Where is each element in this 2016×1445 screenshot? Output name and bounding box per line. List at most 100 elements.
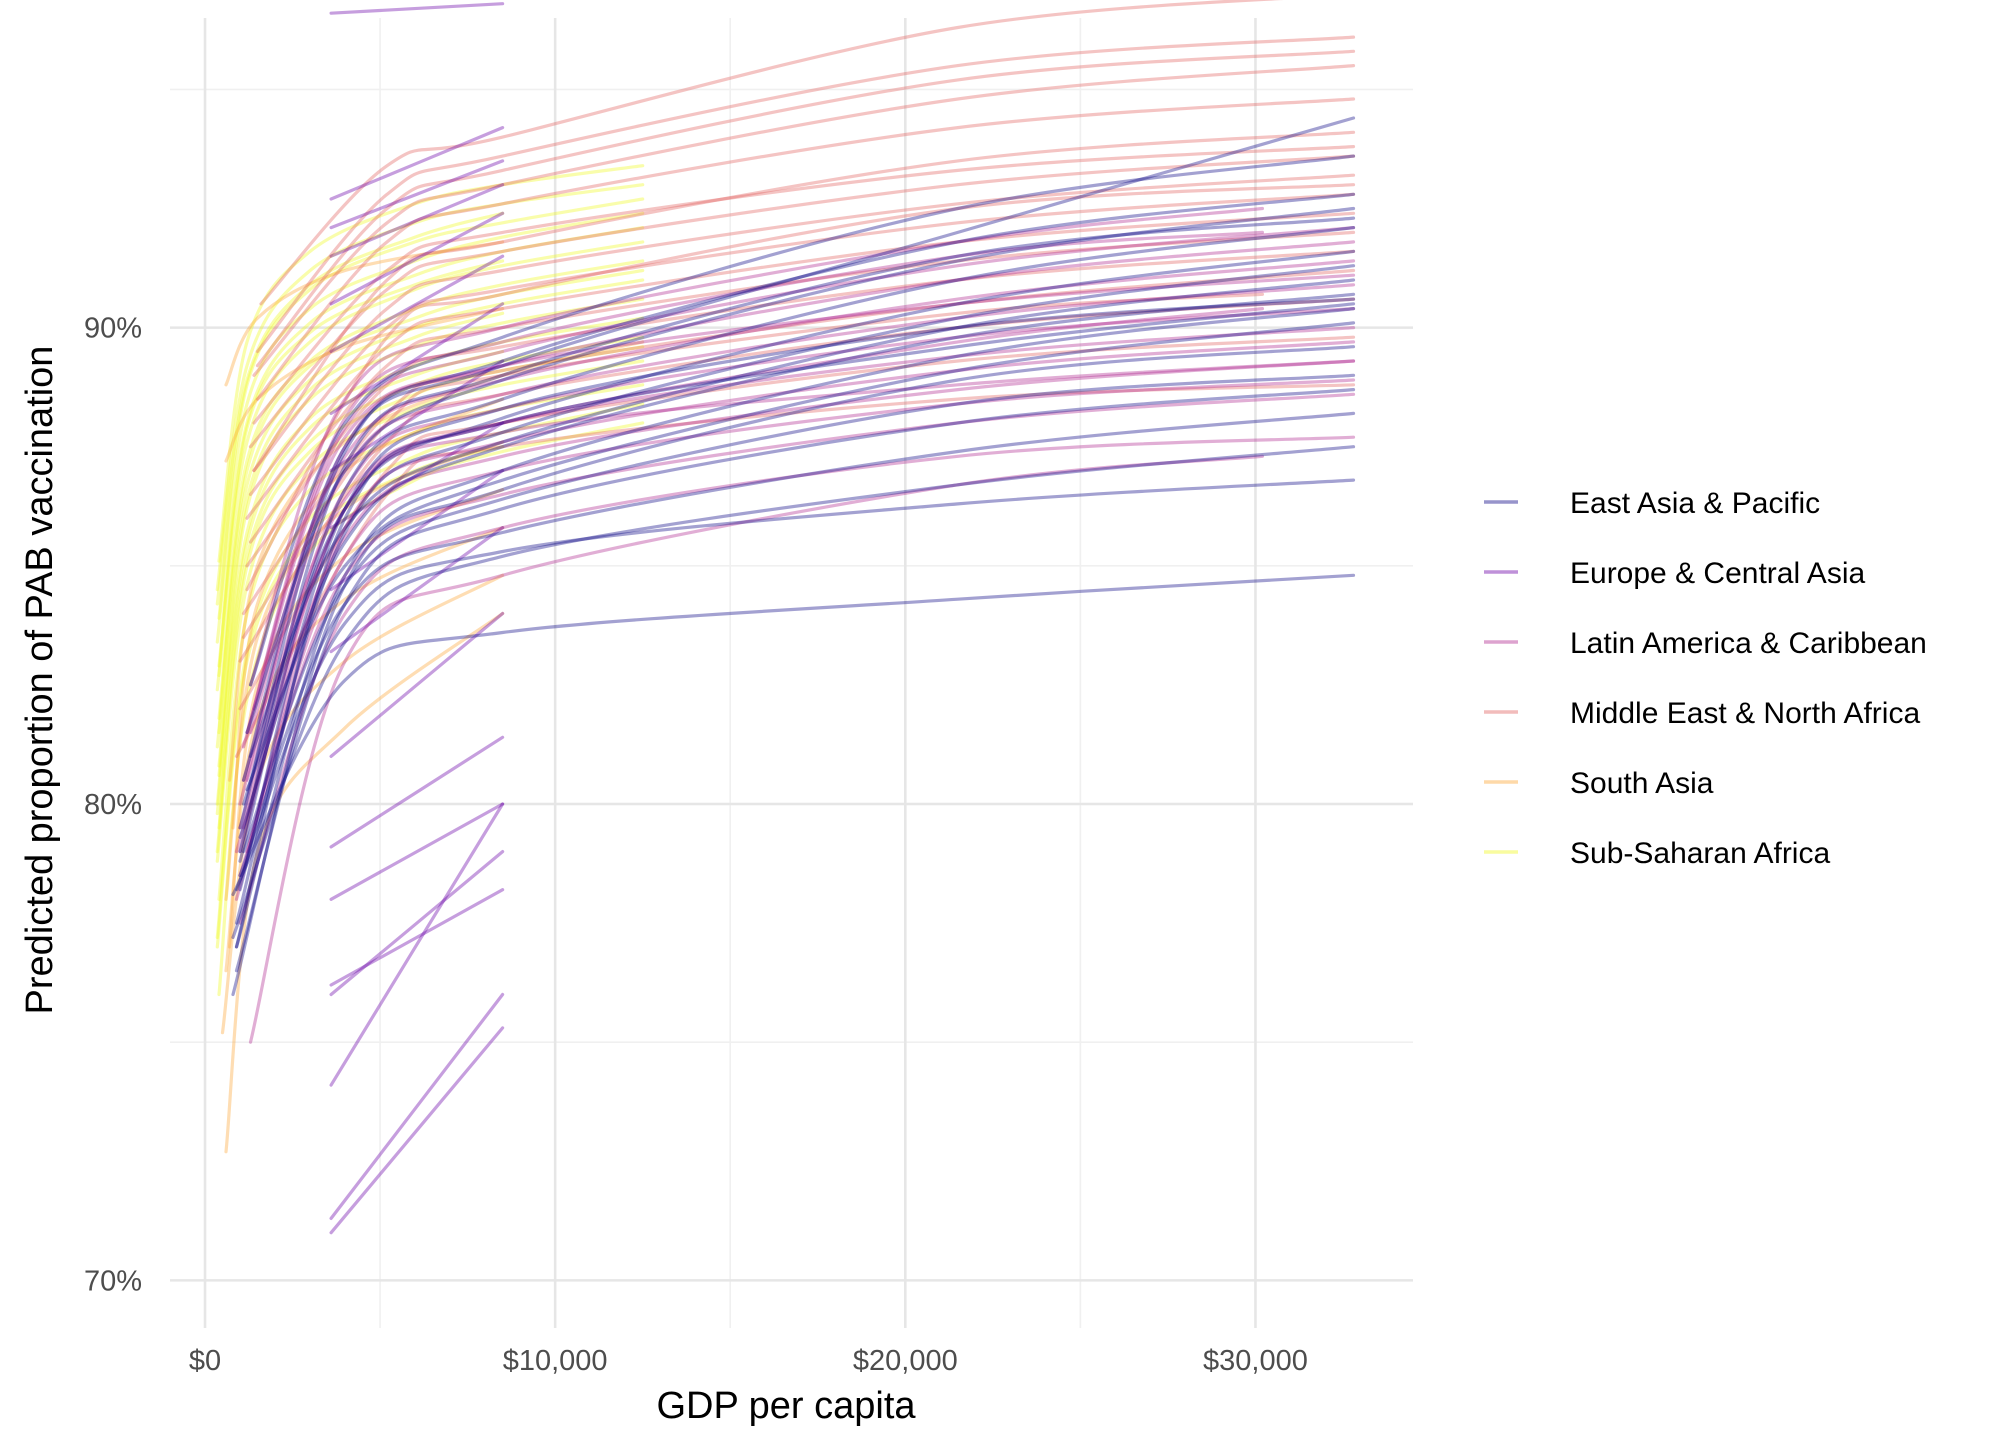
series-line	[329, 802, 505, 901]
series-line	[241, 230, 1264, 749]
series-line	[215, 211, 645, 644]
grid-layer	[170, 18, 1413, 1328]
legend-item: South Asia	[1484, 767, 1714, 800]
series-line	[217, 268, 645, 735]
legend-item: East Asia & Pacific	[1484, 487, 1820, 520]
series-line	[234, 307, 1264, 854]
series-line	[224, 440, 505, 901]
series-line	[215, 359, 645, 863]
series-line	[245, 226, 1356, 735]
series-line	[215, 240, 645, 692]
series-line	[231, 345, 1356, 997]
series-line	[238, 297, 1356, 892]
series-line	[231, 445, 1356, 939]
series-line	[329, 421, 505, 530]
x-tick-label: $10,000	[503, 1345, 608, 1377]
series-line	[234, 307, 1356, 949]
series-line	[245, 392, 1356, 854]
series-line	[238, 335, 1356, 711]
series-line	[241, 116, 1356, 782]
series-line	[329, 611, 505, 758]
series-line	[245, 211, 1356, 520]
series-line	[234, 264, 1356, 925]
series-line	[234, 478, 1356, 892]
series-line	[217, 259, 645, 720]
series-line	[329, 468, 505, 592]
tick-layer: $0 $10,000 $20,000 $30,000 70% 80% 90%	[84, 313, 1308, 1377]
series-line	[329, 211, 505, 306]
y-tick-label: 90%	[84, 313, 142, 345]
series-line	[215, 183, 645, 592]
series-line	[255, 97, 1356, 401]
series-line	[248, 192, 1356, 496]
series-line	[224, 611, 505, 1154]
series-line	[245, 321, 1356, 792]
series-line	[238, 297, 1356, 663]
series-line	[215, 345, 645, 854]
x-axis-title: GDP per capita	[656, 1385, 916, 1427]
series-line	[220, 573, 505, 1035]
series-line	[259, 0, 1284, 306]
series-line	[248, 259, 1356, 735]
series-line	[241, 292, 1264, 639]
series-line	[227, 488, 505, 949]
series-line	[329, 183, 505, 258]
y-axis-title: Predicted proportion of PAB vaccination	[19, 346, 61, 1015]
series-line	[248, 154, 1356, 687]
series-line	[329, 126, 505, 201]
legend-item: Europe & Central Asia	[1484, 557, 1865, 590]
series-line	[217, 311, 505, 768]
series-line	[248, 454, 1264, 1044]
series-line	[217, 297, 645, 777]
series-line	[252, 273, 1356, 711]
series-line	[248, 278, 1356, 758]
series-line	[217, 197, 645, 620]
legend: East Asia & Pacific Europe & Central Asia…	[1484, 487, 1927, 870]
legend-label: Middle East & North Africa	[1570, 697, 1920, 730]
series-line	[217, 383, 645, 901]
series-line	[252, 130, 1356, 473]
series-line	[234, 340, 1356, 901]
series-line	[255, 49, 1356, 368]
y-tick-label: 70%	[84, 1265, 142, 1297]
series-line	[245, 326, 1356, 782]
series-line	[224, 240, 505, 387]
series-line	[238, 435, 1356, 925]
series-line	[329, 992, 505, 1220]
series-line	[238, 359, 1356, 854]
legend-label: Latin America & Caribbean	[1570, 627, 1927, 660]
series-line	[248, 206, 1264, 687]
series-line	[217, 421, 645, 997]
x-tick-label: $20,000	[853, 1345, 958, 1377]
series-line	[234, 302, 1356, 949]
series-line	[227, 340, 645, 782]
series-line	[329, 159, 505, 230]
series-line	[329, 888, 505, 987]
series-line	[217, 226, 645, 668]
series-line	[215, 402, 645, 939]
series-line	[234, 383, 1356, 758]
series-line	[217, 164, 645, 563]
series-line	[329, 1026, 505, 1235]
series-line	[329, 2, 505, 15]
series-line	[238, 192, 1356, 830]
series-line	[252, 173, 1356, 473]
series-line	[238, 378, 1356, 878]
series-line	[215, 316, 645, 806]
legend-item: Latin America & Caribbean	[1484, 627, 1927, 660]
series-line	[329, 802, 505, 1087]
series-line	[329, 254, 505, 354]
series-line	[329, 302, 505, 415]
series-line	[238, 411, 1356, 878]
series-line	[217, 259, 505, 677]
x-tick-label: $30,000	[1203, 1345, 1308, 1377]
series-line	[215, 278, 645, 749]
series-line	[238, 240, 1356, 806]
series-line	[241, 249, 1356, 806]
series-line	[215, 445, 505, 949]
series-line	[252, 145, 1356, 425]
series-line	[234, 388, 1356, 973]
series-line	[241, 283, 1356, 782]
